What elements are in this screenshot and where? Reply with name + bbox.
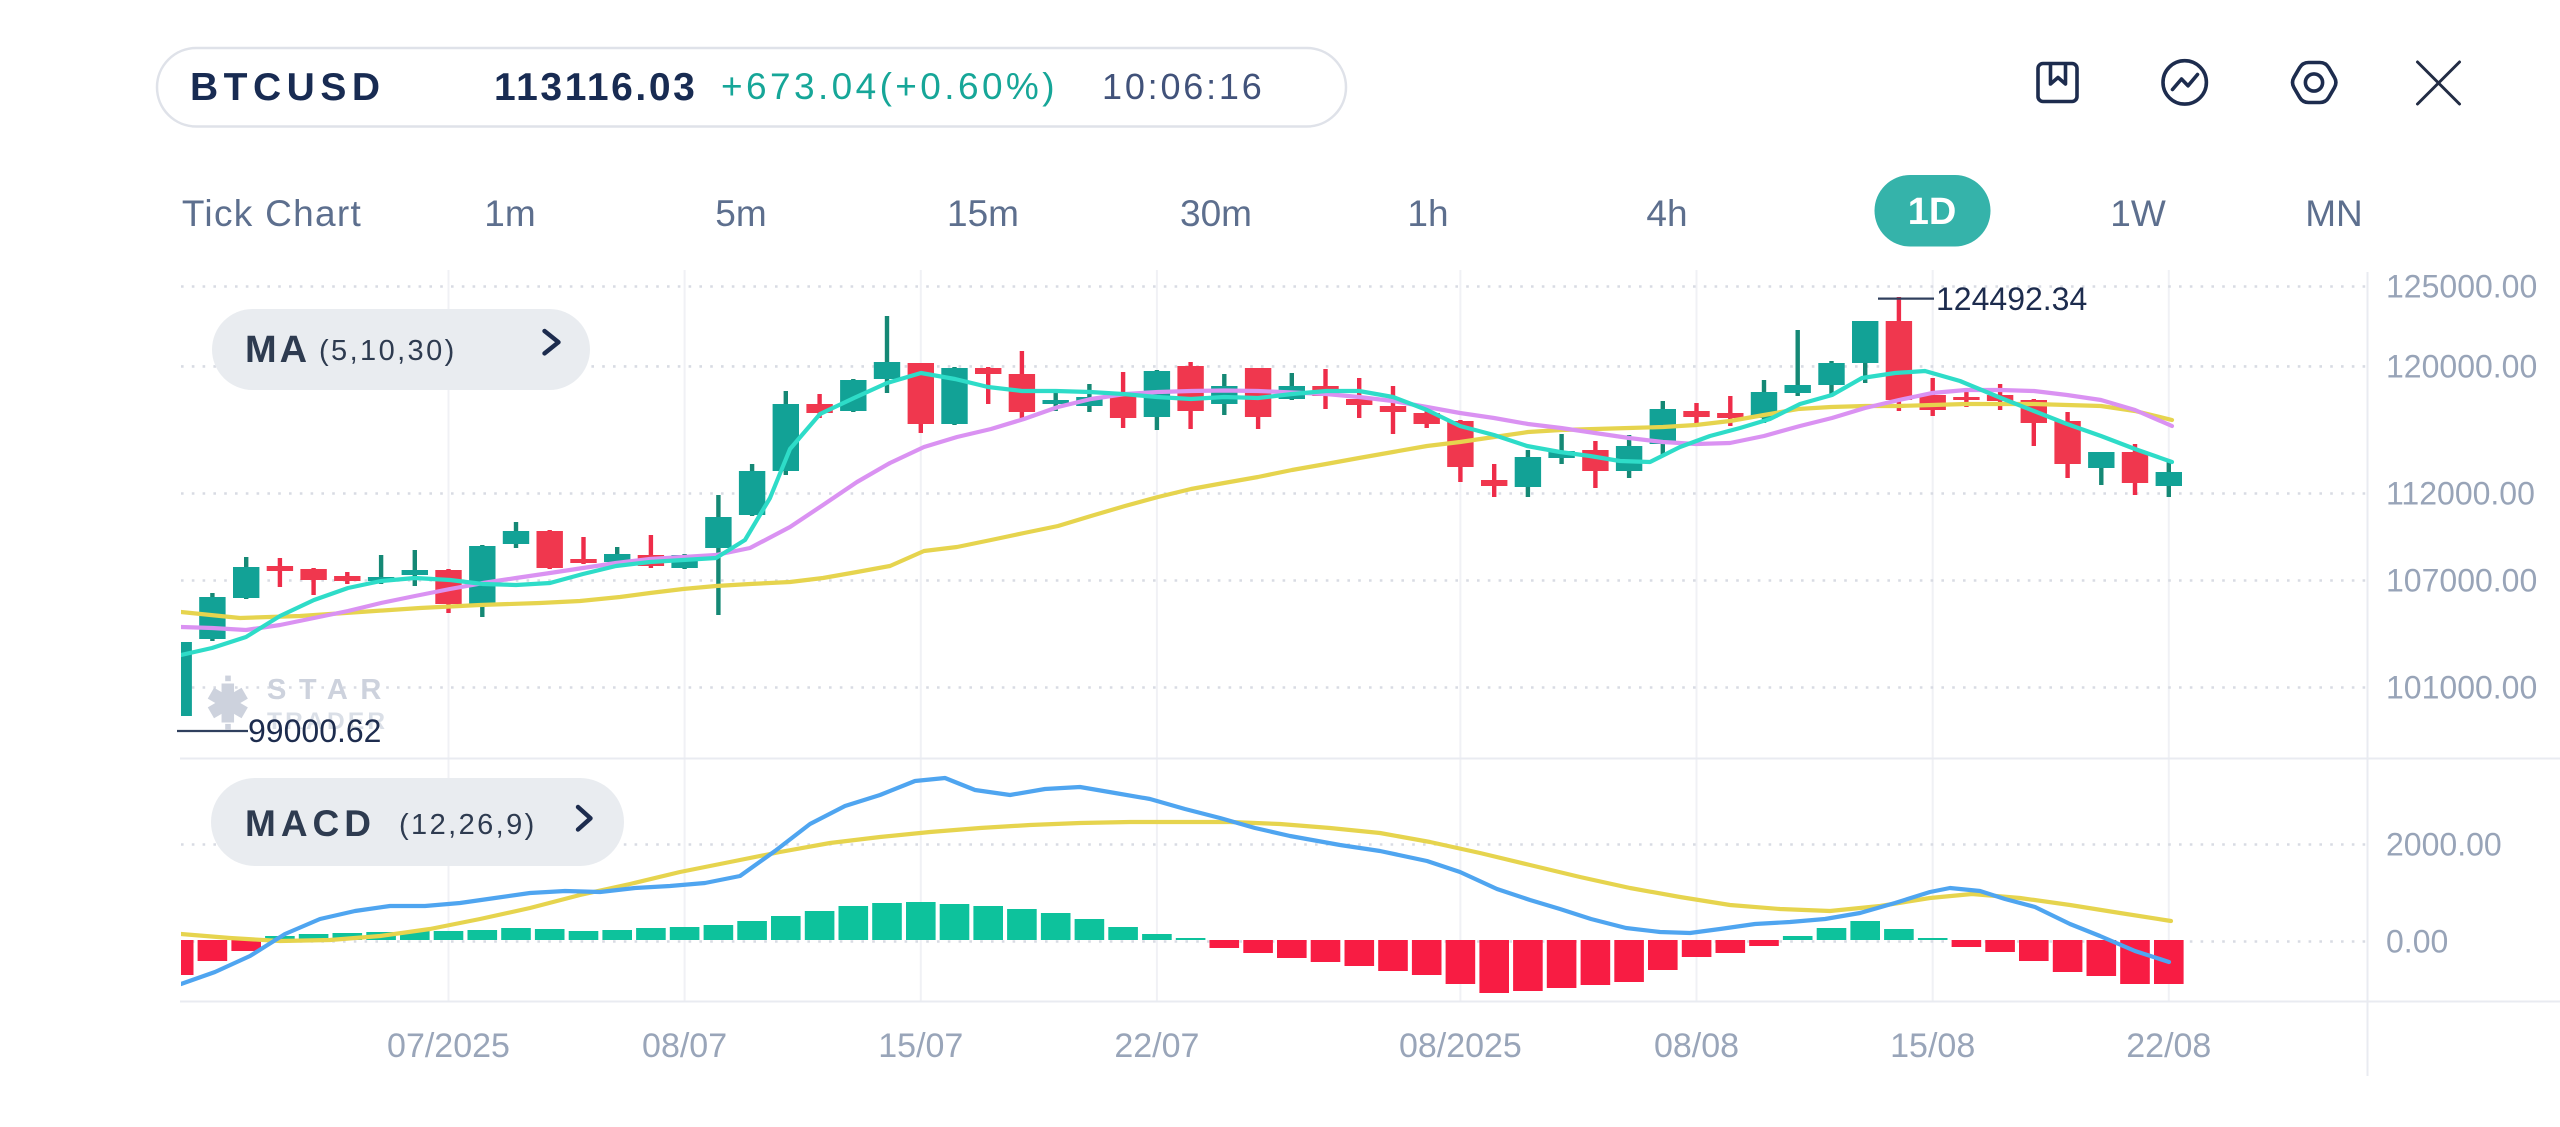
svg-text:1h: 1h (1407, 193, 1448, 234)
svg-text:99000.62: 99000.62 (248, 713, 381, 749)
svg-text:22/07: 22/07 (1114, 1027, 1199, 1065)
svg-text:(5,10,30): (5,10,30) (319, 335, 457, 367)
svg-text:MN: MN (2305, 193, 2363, 234)
svg-text:+673.04(+0.60%): +673.04(+0.60%) (721, 66, 1058, 107)
svg-text:5m: 5m (715, 193, 766, 234)
svg-text:08/08: 08/08 (1654, 1027, 1739, 1065)
svg-text:124492.34: 124492.34 (1936, 281, 2087, 317)
svg-text:MA: MA (245, 329, 310, 371)
svg-text:15m: 15m (947, 193, 1019, 234)
svg-text:1W: 1W (2110, 193, 2166, 234)
svg-text:2000.00: 2000.00 (2386, 827, 2502, 863)
svg-text:101000.00: 101000.00 (2386, 670, 2537, 706)
svg-text:BTCUSD: BTCUSD (190, 66, 386, 109)
svg-text:08/07: 08/07 (642, 1027, 727, 1065)
svg-text:Tick Chart: Tick Chart (182, 193, 362, 234)
svg-text:1m: 1m (484, 193, 535, 234)
svg-text:120000.00: 120000.00 (2386, 348, 2537, 384)
svg-text:(12,26,9): (12,26,9) (399, 809, 537, 841)
svg-text:112000.00: 112000.00 (2386, 476, 2535, 512)
svg-text:07/2025: 07/2025 (387, 1027, 510, 1065)
svg-text:113116.03: 113116.03 (494, 66, 697, 109)
svg-text:STAR: STAR (267, 674, 394, 706)
svg-text:08/2025: 08/2025 (1399, 1027, 1522, 1065)
svg-text:30m: 30m (1180, 193, 1252, 234)
svg-text:22/08: 22/08 (2126, 1027, 2211, 1065)
svg-text:1D: 1D (1908, 191, 1957, 233)
svg-text:15/07: 15/07 (878, 1027, 963, 1065)
svg-text:10:06:16: 10:06:16 (1102, 66, 1265, 107)
svg-text:15/08: 15/08 (1890, 1027, 1975, 1065)
svg-text:125000.00: 125000.00 (2386, 269, 2537, 305)
svg-text:4h: 4h (1646, 193, 1687, 234)
svg-text:107000.00: 107000.00 (2386, 563, 2537, 599)
svg-text:MACD: MACD (245, 803, 376, 844)
svg-text:TRADER: TRADER (267, 708, 388, 735)
svg-text:0.00: 0.00 (2386, 924, 2448, 960)
